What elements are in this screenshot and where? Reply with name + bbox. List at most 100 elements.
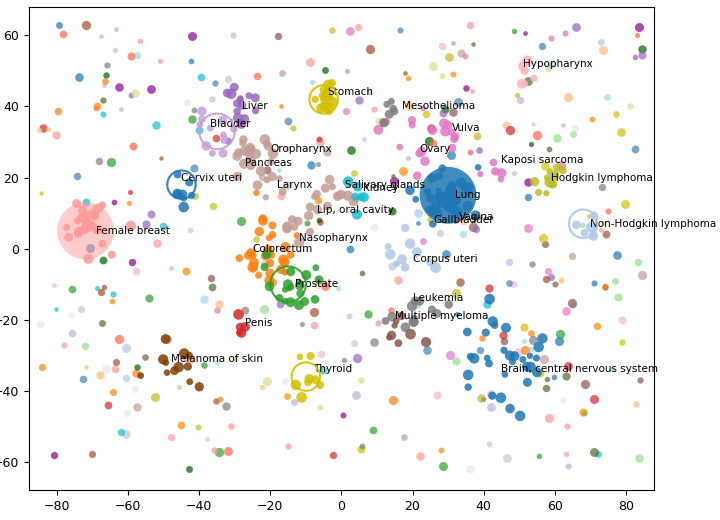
Point [188, 164, 199, 172]
Point [145, 210, 157, 218]
Point [73, 227, 85, 236]
Point [123, 199, 135, 207]
Point [434, 193, 446, 201]
Point [132, 403, 143, 411]
Point [391, 259, 402, 267]
Point [629, 145, 641, 153]
Point [569, 124, 580, 132]
Point [436, 199, 448, 207]
Point [262, 142, 274, 150]
Point [282, 116, 294, 125]
Point [474, 146, 485, 154]
Point [294, 353, 306, 361]
Point [318, 85, 330, 94]
Point [422, 188, 433, 196]
Point [173, 383, 184, 391]
Point [107, 290, 118, 298]
Point [53, 21, 65, 29]
Point [487, 392, 498, 400]
Point [448, 203, 459, 212]
Point [451, 163, 463, 172]
Point [83, 223, 94, 231]
Point [263, 248, 274, 256]
Point [210, 134, 222, 142]
Point [261, 247, 273, 255]
Point [557, 121, 569, 129]
Point [288, 398, 300, 406]
Point [544, 414, 555, 422]
Point [251, 235, 262, 243]
Point [386, 262, 397, 270]
Point [80, 225, 91, 233]
Point [616, 127, 627, 136]
Point [449, 216, 461, 225]
Point [194, 383, 205, 391]
Point [352, 354, 364, 362]
Point [246, 146, 257, 154]
Point [431, 309, 443, 318]
Point [566, 298, 577, 307]
Point [299, 297, 310, 306]
Point [310, 375, 321, 384]
Point [91, 225, 102, 233]
Point [449, 135, 460, 143]
Point [305, 228, 316, 236]
Point [593, 450, 604, 458]
Point [580, 380, 591, 388]
Point [462, 328, 473, 336]
Point [487, 317, 498, 326]
Circle shape [420, 167, 477, 224]
Point [72, 172, 84, 180]
Point [231, 99, 243, 108]
Point [338, 411, 349, 420]
Point [81, 363, 92, 371]
Point [546, 34, 557, 43]
Text: Lip, oral cavity: Lip, oral cavity [317, 204, 393, 215]
Point [408, 314, 420, 322]
Point [97, 256, 109, 265]
Point [531, 368, 543, 376]
Point [152, 239, 163, 247]
Point [462, 383, 474, 391]
Point [275, 102, 287, 111]
Point [348, 339, 360, 347]
Point [384, 110, 395, 119]
Point [106, 297, 117, 305]
Point [405, 330, 416, 339]
Point [448, 195, 459, 203]
Text: Prostate: Prostate [295, 279, 338, 289]
Point [196, 115, 207, 123]
Point [445, 196, 456, 204]
Point [287, 215, 298, 224]
Point [419, 157, 431, 165]
Point [381, 100, 392, 109]
Point [310, 264, 322, 272]
Point [156, 154, 167, 162]
Point [306, 78, 318, 86]
Point [462, 371, 474, 379]
Point [600, 230, 612, 239]
Point [634, 22, 645, 31]
Text: Hodgkin lymphoma: Hodgkin lymphoma [551, 173, 653, 183]
Point [372, 126, 384, 134]
Point [518, 79, 530, 87]
Point [195, 72, 207, 81]
Point [234, 323, 246, 331]
Point [322, 202, 333, 210]
Point [495, 175, 507, 184]
Point [606, 365, 618, 373]
Point [338, 356, 350, 364]
Point [387, 396, 399, 404]
Point [453, 98, 464, 107]
Point [36, 363, 48, 372]
Point [296, 393, 307, 401]
Text: Nasopharynx: Nasopharynx [299, 233, 368, 243]
Point [367, 426, 379, 434]
Point [225, 90, 237, 98]
Point [495, 394, 507, 402]
Point [480, 328, 492, 336]
Point [234, 96, 246, 104]
Text: Leukemia: Leukemia [413, 293, 463, 303]
Point [264, 282, 275, 291]
Point [442, 121, 454, 129]
